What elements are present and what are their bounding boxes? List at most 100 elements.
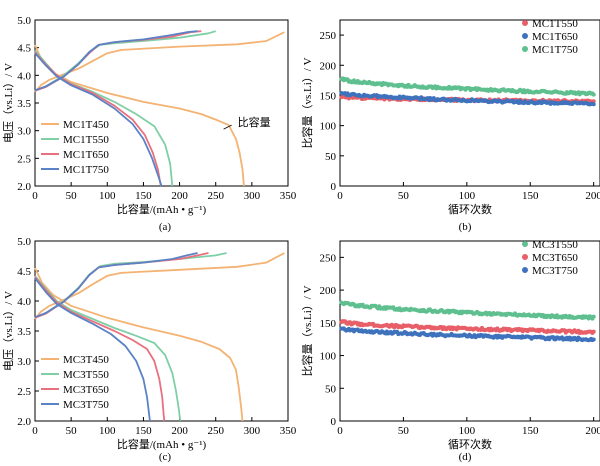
data-point (591, 102, 596, 107)
y-tick-label: 150 (320, 318, 337, 330)
series-charge-curve (34, 252, 285, 320)
y-tick-label: 50 (325, 151, 337, 163)
series-charge-curve (34, 252, 198, 319)
data-point (591, 92, 596, 97)
y-tick-label: 4.0 (17, 70, 31, 82)
x-tick-label: 100 (99, 190, 116, 202)
legend-label: MC3T550 (532, 239, 578, 251)
x-tick-label: 150 (522, 190, 539, 202)
panel-caption: (d) (459, 451, 472, 463)
series-discharge-curve (34, 277, 151, 422)
y-tick-label: 3.5 (17, 98, 31, 110)
x-tick-label: 350 (280, 190, 297, 202)
y-tick-label: 3.0 (17, 356, 31, 368)
x-tick-label: 0 (32, 425, 38, 437)
panel-caption: (c) (159, 451, 172, 463)
legend-marker (522, 241, 528, 247)
x-tick-label: 50 (66, 425, 78, 437)
x-tick-label: 0 (337, 190, 343, 202)
series-discharge-curve (34, 267, 244, 422)
x-tick-label: 300 (244, 425, 261, 437)
x-axis-title: 循环次数 (448, 202, 492, 216)
y-tick-label: 5.0 (17, 236, 31, 248)
panel-caption: (b) (459, 221, 472, 233)
y-tick-label: 2.0 (17, 416, 31, 428)
y-tick-label: 3.5 (17, 326, 31, 338)
x-tick-label: 150 (135, 425, 152, 437)
y-tick-label: 250 (320, 252, 337, 264)
panel-d: 0 50 100 150 200 0 50 100 150 200 250 循环次数 比容量（vs.Li… (300, 239, 600, 463)
y-tick-label: 3.0 (17, 126, 31, 138)
annotation-arrow (223, 124, 232, 130)
legend-label: MC1T450 (63, 119, 109, 131)
x-tick-label: 150 (135, 190, 152, 202)
y-axis-title: 比容量（vs.Li）/ V (300, 285, 314, 376)
x-tick-label: 50 (398, 425, 410, 437)
x-tick-label: 50 (398, 190, 410, 202)
data-point (591, 314, 596, 319)
x-tick-label: 200 (171, 190, 188, 202)
y-tick-label: 0 (331, 181, 337, 193)
y-tick-label: 4.5 (17, 43, 31, 55)
x-tick-label: 300 (244, 190, 261, 202)
plot-frame (34, 19, 289, 187)
legend-label: MC3T750 (532, 265, 578, 277)
x-tick-label: 0 (32, 190, 38, 202)
legend-label: MC1T550 (63, 134, 109, 146)
series-charge-curve (34, 30, 216, 92)
y-axis-title: 比容量（vs.Li）/ V (300, 57, 314, 148)
y-tick-label: 2.0 (17, 181, 31, 193)
plot-frame (339, 19, 600, 187)
legend-label: MC3T650 (63, 384, 109, 396)
legend-label: MC1T650 (532, 31, 578, 43)
x-tick-label: 100 (459, 190, 476, 202)
y-tick-label: 4.5 (17, 266, 31, 278)
y-tick-label: 150 (320, 90, 337, 102)
data-point (591, 329, 596, 334)
panel-caption: (a) (159, 221, 172, 233)
y-axis-title: 电压（vs.Li）/ V (2, 63, 15, 143)
x-tick-label: 200 (585, 190, 600, 202)
legend-marker (522, 46, 528, 52)
legend-label: MC3T750 (63, 399, 109, 411)
x-axis-title: 比容量/(mAh • g⁻¹) (117, 202, 207, 216)
legend-label: MC1T750 (532, 44, 578, 56)
y-tick-label: 2.5 (17, 386, 31, 398)
series-discharge-curve (34, 276, 166, 422)
series-charge-curve (34, 31, 285, 93)
legend-label: MC1T650 (63, 149, 109, 161)
x-tick-label: 100 (459, 425, 476, 437)
panel-a: 0 50 100 150 200 250 300 350 2.0 2.5 3.0 3.5 4.0 4.5 5… (2, 15, 297, 233)
panel-c: 0 50 100 150 200 250 300 350 2.0 2.5 3.0 3.5 4.0 4.5 5… (2, 236, 297, 463)
data-point (591, 337, 596, 342)
y-tick-label: 0 (331, 416, 337, 428)
panel-b: 0 50 100 150 200 0 50 100 150 200 250 循环次数 比容量（vs.Li… (300, 18, 600, 233)
x-axis-title: 比容量/(mAh • g⁻¹) (117, 437, 207, 451)
legend-label: MC3T550 (63, 369, 109, 381)
legend-marker (522, 33, 528, 39)
x-tick-label: 50 (66, 190, 78, 202)
x-tick-label: 200 (171, 425, 188, 437)
y-tick-label: 5.0 (17, 15, 31, 27)
legend-marker (522, 267, 528, 273)
legend-label: MC3T650 (532, 252, 578, 264)
y-tick-label: 50 (325, 383, 337, 395)
y-tick-label: 4.0 (17, 296, 31, 308)
series-discharge-curve (34, 52, 163, 187)
y-tick-label: 250 (320, 30, 337, 42)
y-tick-label: 100 (320, 121, 337, 133)
legend-marker (522, 20, 528, 26)
legend-marker (522, 254, 528, 260)
x-tick-label: 250 (207, 190, 224, 202)
x-tick-label: 200 (585, 425, 600, 437)
legend-label: MC1T750 (63, 164, 109, 176)
x-tick-label: 0 (337, 425, 343, 437)
y-tick-label: 2.5 (17, 153, 31, 165)
legend-label: MC1T550 (532, 18, 578, 30)
y-tick-label: 200 (320, 285, 337, 297)
y-tick-label: 100 (320, 351, 337, 363)
legend-label: MC3T450 (63, 354, 109, 366)
y-tick-label: 200 (320, 60, 337, 72)
x-tick-label: 350 (280, 425, 297, 437)
